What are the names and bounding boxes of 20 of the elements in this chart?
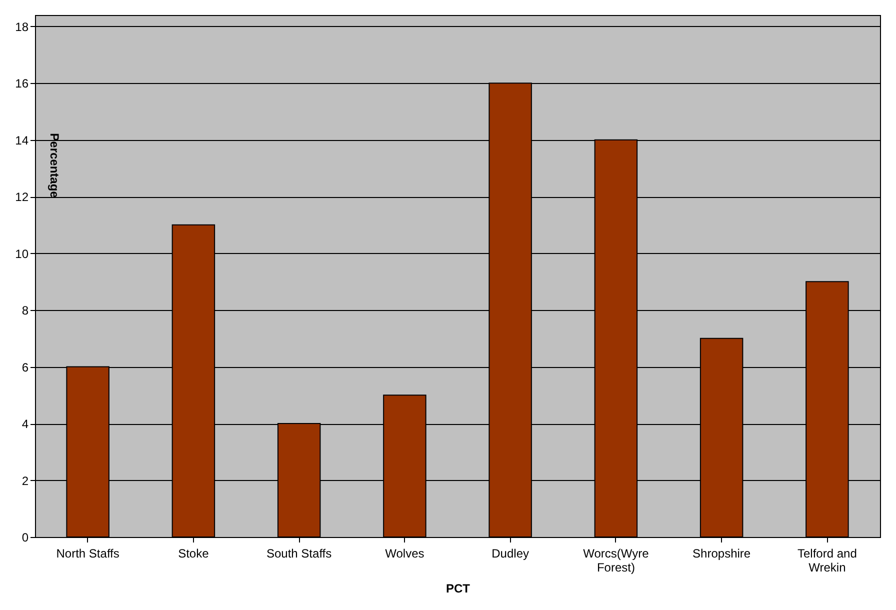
y-tick-label: 8 [22, 304, 29, 318]
x-tick-label: Worcs(Wyre Forest) [583, 546, 650, 574]
x-tick-label: South Staffs [266, 546, 332, 560]
y-tick-label: 4 [22, 417, 29, 432]
y-tick-label: 0 [22, 530, 29, 544]
y-tick-label: 6 [22, 360, 29, 374]
y-tick-label: 10 [15, 246, 29, 261]
y-tick-label: 14 [15, 133, 29, 148]
y-tick-label: 2 [22, 474, 29, 488]
x-tick-label: North Staffs [56, 546, 120, 560]
x-tick-label: Dudley [492, 546, 529, 560]
y-tick-label: 18 [15, 20, 29, 34]
x-tick-label: Wolves [385, 546, 424, 560]
x-axis-title: PCT [446, 582, 471, 596]
y-tick-label: 16 [15, 76, 29, 91]
x-tick-label: Telford and Wrekin [798, 546, 857, 574]
y-axis-title: Percentage [48, 133, 62, 198]
y-tick-label: 12 [15, 190, 29, 204]
x-tick-label: Shropshire [692, 546, 751, 560]
x-tick-label: Stoke [178, 546, 210, 560]
